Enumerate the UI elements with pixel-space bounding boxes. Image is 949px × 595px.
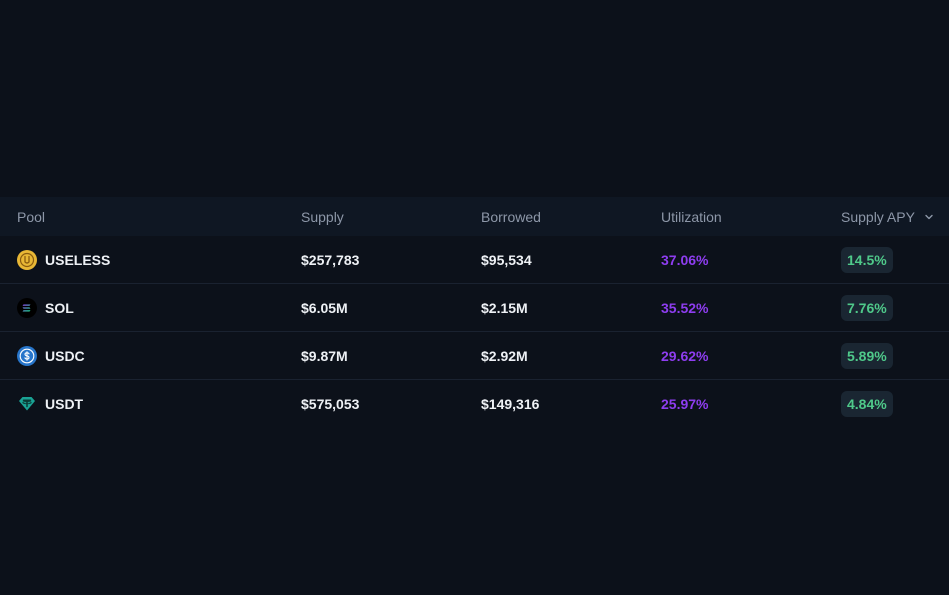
column-header-supply-apy[interactable]: Supply APY	[841, 209, 934, 225]
borrowed-value: $2.92M	[481, 347, 528, 364]
utilization-value: 37.06%	[661, 251, 709, 268]
apy-badge: 7.76%	[841, 294, 893, 321]
borrowed-value: $2.15M	[481, 299, 528, 316]
pools-table: Pool Supply Borrowed Utilization Supply …	[0, 197, 949, 427]
supply-value: $6.05M	[301, 299, 348, 316]
table-row[interactable]: USDC $9.87M $2.92M 29.62% 5.89%	[0, 332, 949, 380]
pool-name: USELESS	[45, 251, 111, 268]
column-header-supply[interactable]: Supply	[301, 208, 344, 225]
apy-badge: 14.5%	[841, 246, 893, 273]
apy-badge: 5.89%	[841, 342, 893, 369]
column-header-supply-apy-label: Supply APY	[841, 208, 915, 225]
apy-badge: 4.84%	[841, 390, 893, 417]
pool-cell: USDC	[17, 345, 85, 366]
chevron-down-icon[interactable]	[924, 212, 934, 222]
pool-name: USDT	[45, 395, 84, 412]
pool-name: SOL	[45, 299, 74, 316]
supply-value: $9.87M	[301, 347, 348, 364]
table-row[interactable]: SOL $6.05M $2.15M 35.52% 7.76%	[0, 284, 949, 332]
table-row[interactable]: USDT $575,053 $149,316 25.97% 4.84%	[0, 380, 949, 427]
utilization-value: 35.52%	[661, 299, 709, 316]
borrowed-value: $149,316	[481, 395, 540, 412]
pool-cell: USDT	[17, 394, 83, 414]
pool-cell: SOL	[17, 297, 74, 318]
apy-cell: 7.76%	[841, 294, 893, 321]
table-row[interactable]: USELESS $257,783 $95,534 37.06% 14.5%	[0, 236, 949, 284]
supply-value: $257,783	[301, 251, 360, 268]
utilization-value: 29.62%	[661, 347, 709, 364]
pool-cell: USELESS	[17, 249, 111, 270]
column-header-utilization[interactable]: Utilization	[661, 208, 722, 225]
usdc-token-icon	[17, 345, 37, 366]
usdt-token-icon	[17, 394, 37, 414]
sol-token-icon	[17, 297, 37, 318]
useless-token-icon	[17, 249, 37, 270]
column-header-pool[interactable]: Pool	[17, 208, 46, 225]
utilization-value: 25.97%	[661, 395, 709, 412]
supply-value: $575,053	[301, 395, 360, 412]
apy-cell: 5.89%	[841, 342, 893, 369]
apy-cell: 4.84%	[841, 390, 893, 417]
table-header: Pool Supply Borrowed Utilization Supply …	[0, 197, 949, 236]
borrowed-value: $95,534	[481, 251, 532, 268]
column-header-borrowed[interactable]: Borrowed	[481, 208, 541, 225]
pool-name: USDC	[45, 347, 85, 364]
apy-cell: 14.5%	[841, 246, 893, 273]
